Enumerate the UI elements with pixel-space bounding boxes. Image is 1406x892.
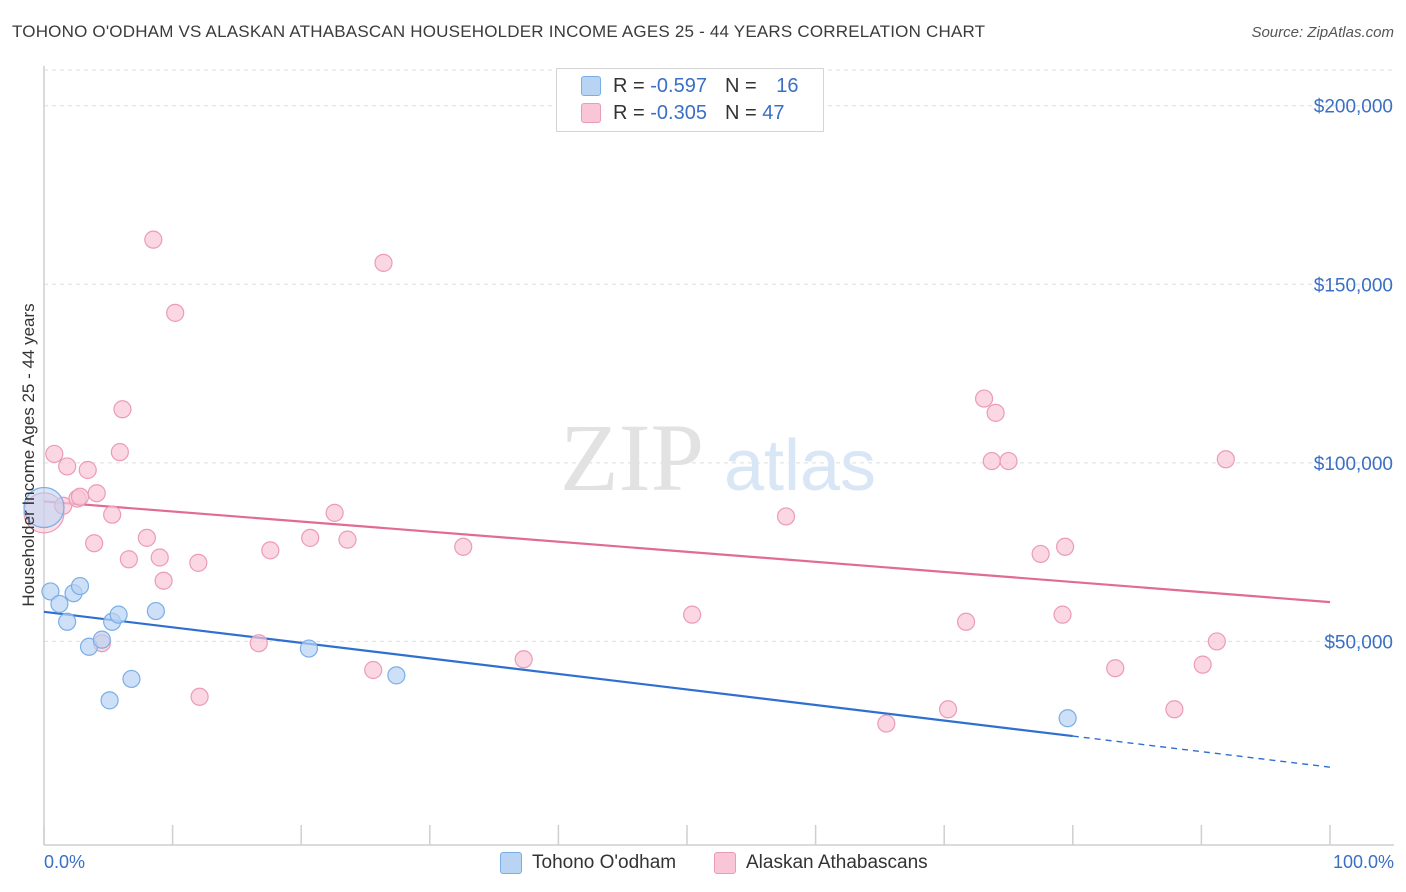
point-athabascan (78, 460, 97, 480)
y-tick-label: $100,000 (1314, 454, 1393, 475)
legend-swatch-pink (581, 103, 601, 123)
legend-row-tohono: R = -0.597 N = 16 (581, 74, 798, 98)
x-tick-label-min: 0.0% (44, 852, 86, 872)
point-athabascan (113, 400, 132, 419)
legend-n-value: 47 (762, 101, 785, 124)
watermark-zip: ZIP (560, 404, 704, 511)
trend-line-athabascan (43, 500, 1331, 604)
point-athabascan (154, 571, 173, 590)
point-tohono (50, 594, 69, 614)
trend-lines (43, 500, 1331, 768)
source-credit: Source: ZipAtlas.com (1251, 24, 1394, 41)
point-athabascan (301, 528, 320, 547)
legend-row-athabascan: R = -0.305 N = 47 (581, 101, 784, 125)
correlation-legend: R = -0.597 N = 16 R = -0.305 N = 47 (556, 68, 824, 132)
point-athabascan (1106, 659, 1125, 678)
point-athabascan (683, 605, 702, 624)
watermark-atlas: atlas (724, 426, 876, 506)
point-athabascan (1207, 632, 1226, 651)
point-athabascan (261, 541, 280, 560)
point-athabascan (1055, 537, 1075, 556)
data-points (23, 230, 1235, 733)
legend-swatch-blue (581, 76, 601, 96)
point-athabascan (364, 660, 383, 680)
legend-n-label: N = (724, 74, 763, 97)
point-athabascan (137, 528, 156, 547)
point-tohono (1058, 709, 1077, 728)
legend-r-value: -0.597 (650, 74, 707, 97)
point-tohono (92, 630, 111, 649)
point-tohono (41, 582, 60, 601)
grid-lines (44, 69, 1394, 642)
point-tohono (146, 601, 165, 621)
x-tick-label-max: 100.0% (1332, 852, 1394, 872)
point-athabascan (1053, 605, 1072, 624)
point-tohono (122, 669, 141, 689)
point-athabascan (514, 650, 533, 669)
point-athabascan (190, 687, 209, 706)
point-athabascan (119, 550, 138, 569)
series-legend-tohono: Tohono O'odham (500, 852, 676, 874)
point-athabascan (999, 451, 1018, 471)
axes (43, 66, 1394, 846)
trend-line-tohono-extension (1072, 735, 1331, 768)
point-athabascan (325, 503, 344, 522)
series-legend-athabascan: Alaskan Athabascans (714, 852, 928, 874)
point-athabascan (938, 700, 958, 719)
trend-line-tohono (43, 610, 1073, 738)
point-tohono (299, 639, 319, 658)
point-athabascan (982, 451, 1001, 471)
legend-r-label: R = (613, 101, 651, 124)
point-athabascan (986, 403, 1005, 422)
y-tick-label: $200,000 (1314, 97, 1393, 118)
point-athabascan (144, 230, 163, 249)
point-athabascan (85, 534, 104, 553)
point-athabascan (249, 634, 268, 653)
watermark: ZIP atlas (560, 404, 876, 511)
y-tick-label: $50,000 (1324, 632, 1393, 653)
point-athabascan (103, 505, 122, 524)
point-athabascan (1031, 544, 1050, 564)
point-athabascan (374, 253, 393, 272)
chart-title: TOHONO O'ODHAM VS ALASKAN ATHABASCAN HOU… (12, 22, 986, 41)
point-athabascan (974, 389, 994, 408)
point-athabascan (166, 303, 185, 322)
point-athabascan (45, 444, 64, 464)
legend-r-label: R = (613, 74, 651, 97)
point-tohono (58, 612, 77, 631)
point-tohono (70, 576, 90, 596)
point-athabascan (1193, 655, 1212, 674)
series-legend-label: Tohono O'odham (532, 852, 677, 873)
point-tohono (100, 691, 119, 710)
point-athabascan (956, 612, 976, 631)
point-athabascan (189, 553, 208, 572)
point-athabascan (1216, 450, 1235, 469)
point-athabascan (58, 457, 77, 476)
point-tohono (109, 605, 128, 624)
series-legend-swatch-blue (500, 852, 522, 874)
y-tick-labels: $50,000 $100,000 $150,000 $200,000 (1314, 97, 1393, 654)
series-legend-label: Alaskan Athabascans (746, 852, 928, 873)
legend-r-value: -0.305 (650, 101, 707, 124)
point-athabascan (1165, 700, 1184, 719)
y-axis-label: Householder Income Ages 25 - 44 years (19, 303, 38, 606)
point-athabascan (877, 714, 896, 733)
point-athabascan (150, 548, 169, 567)
series-legend-swatch-pink (714, 852, 736, 874)
point-athabascan (776, 507, 796, 526)
legend-n-value: 16 (776, 74, 799, 97)
point-tohono (387, 666, 406, 685)
point-athabascan (110, 443, 129, 462)
y-tick-label: $150,000 (1314, 275, 1393, 296)
point-tohono (23, 486, 65, 529)
point-athabascan (70, 487, 90, 506)
point-athabascan (338, 530, 357, 549)
point-athabascan (87, 484, 106, 503)
legend-n-label: N = (724, 101, 763, 124)
point-athabascan (454, 537, 473, 556)
